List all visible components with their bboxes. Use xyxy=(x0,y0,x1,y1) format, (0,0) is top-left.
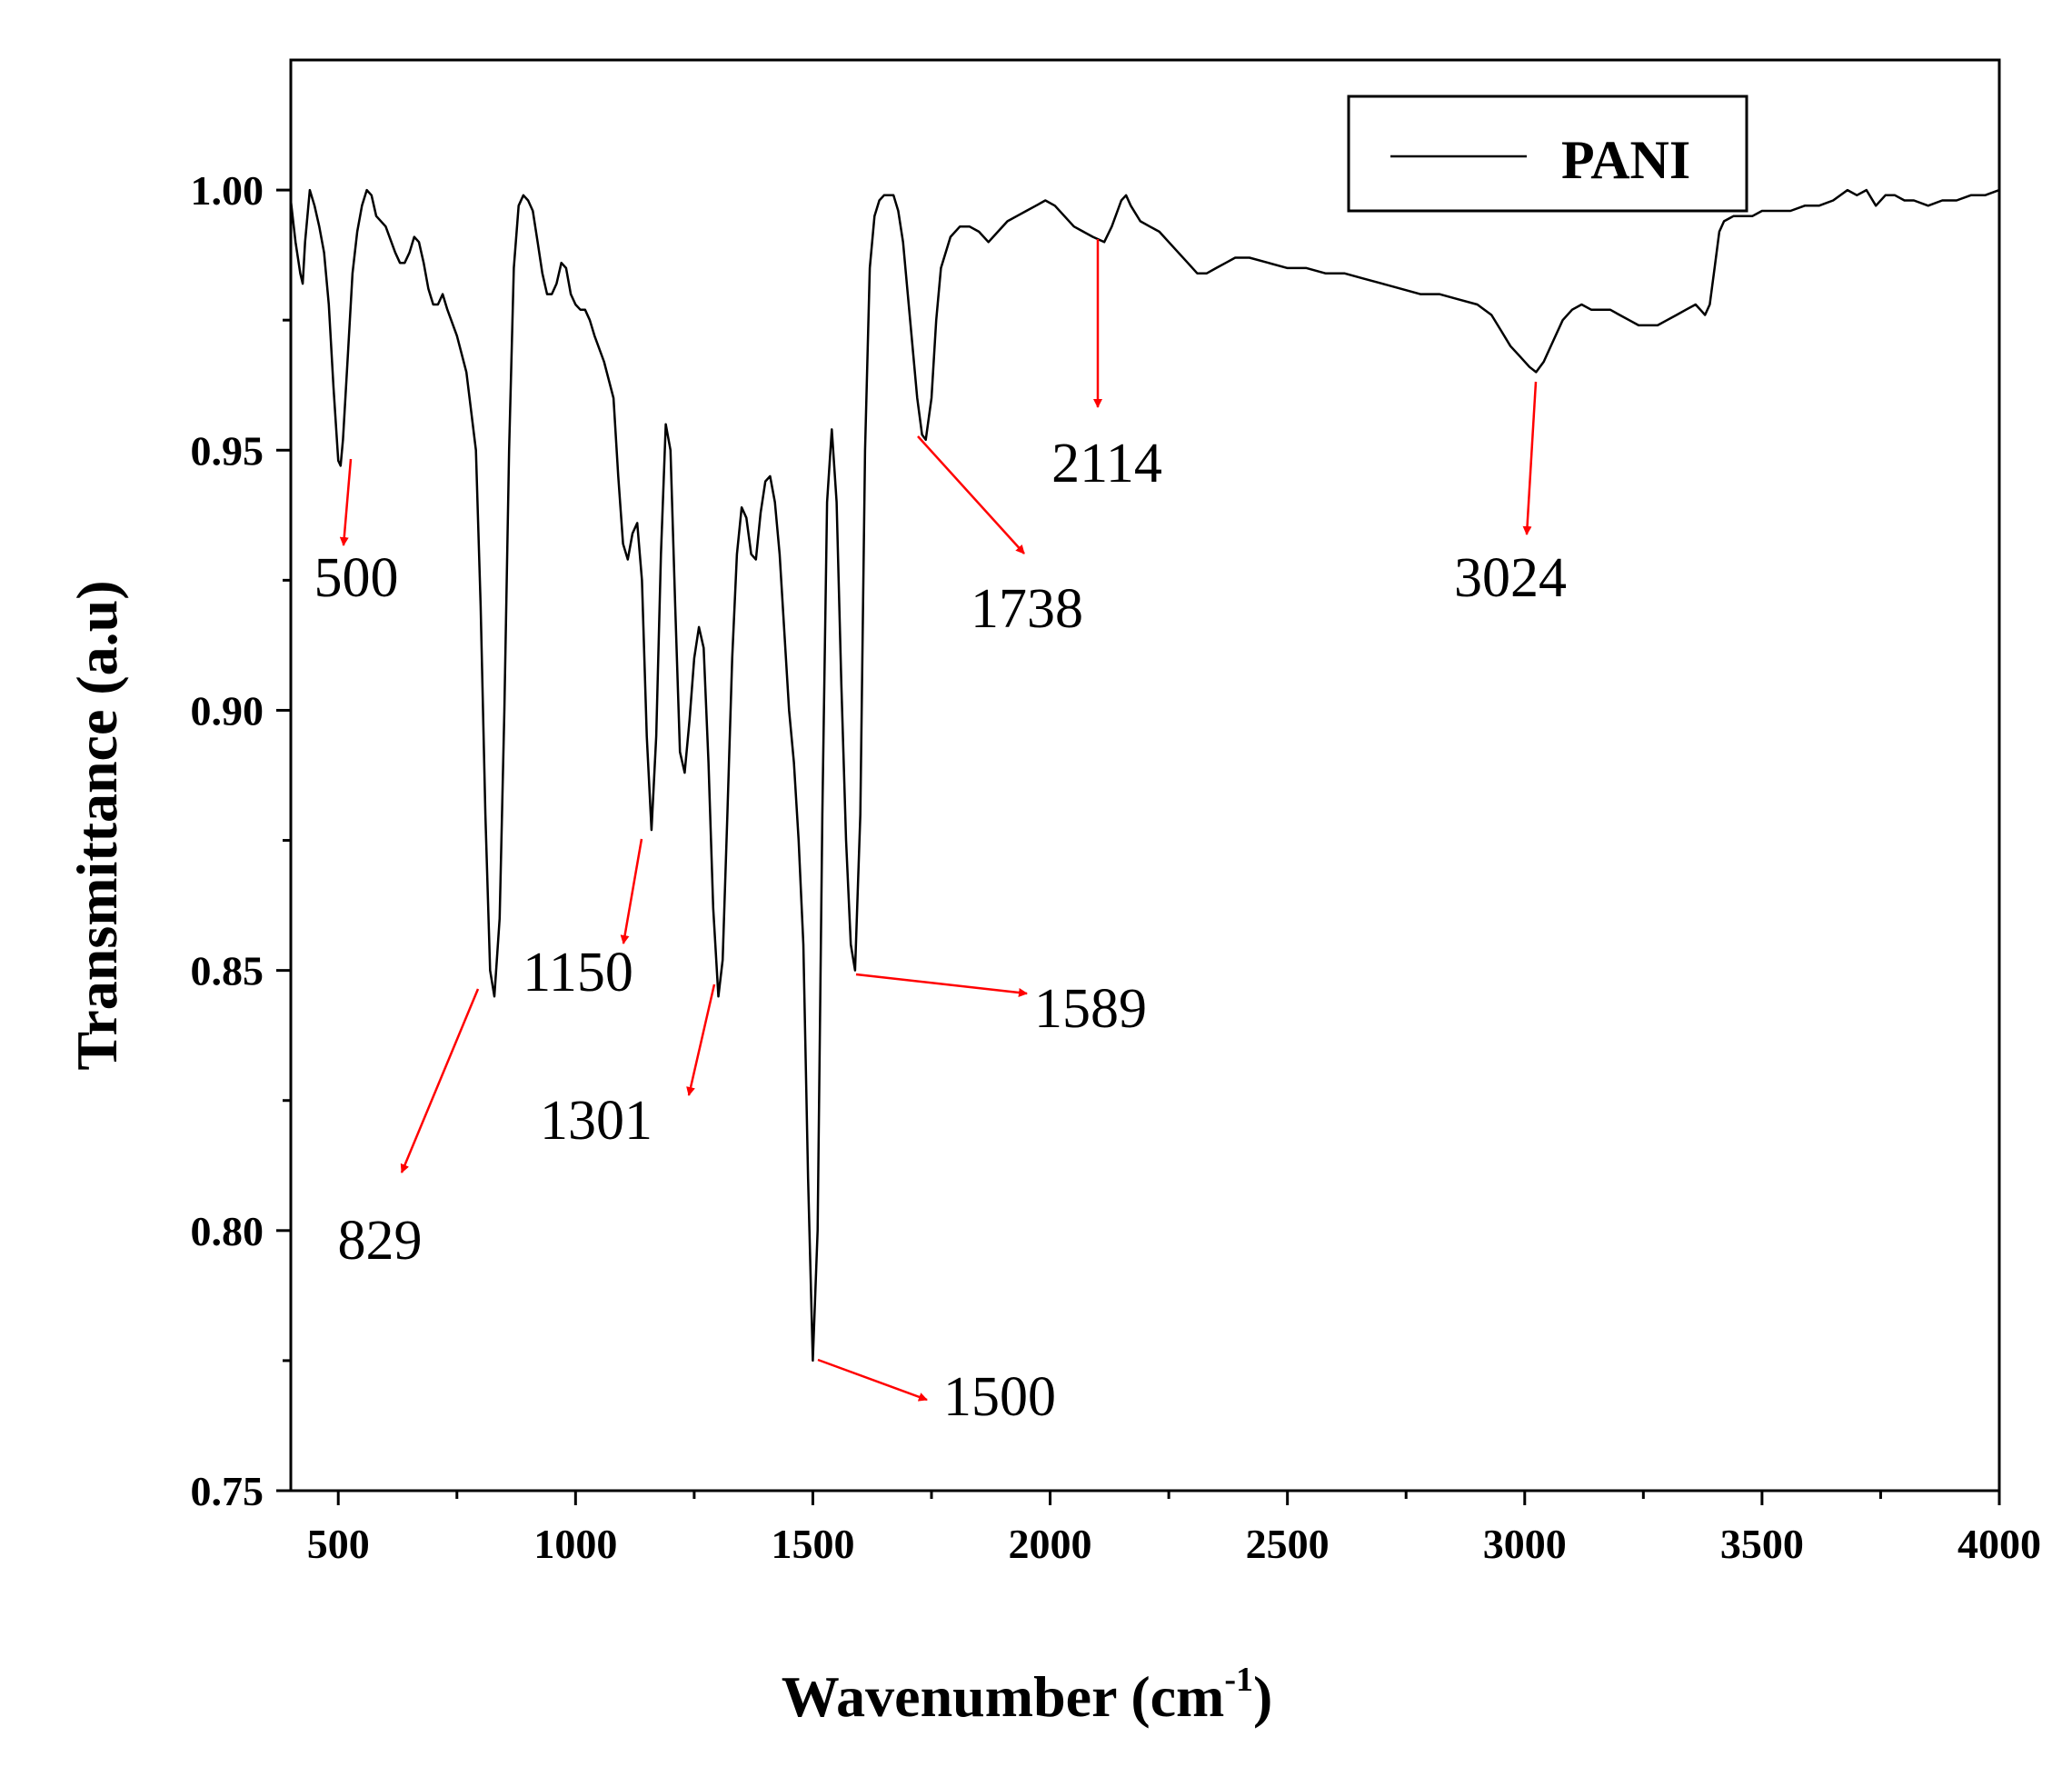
legend-box xyxy=(1347,95,1748,213)
peak-label: 1589 xyxy=(1034,978,1147,1040)
x-tick-label: 1500 xyxy=(771,1521,854,1567)
peak-label: 1150 xyxy=(523,942,633,1003)
x-tick-label: 2000 xyxy=(1009,1521,1092,1567)
peak-arrow xyxy=(1522,381,1538,535)
x-tick-label: 3500 xyxy=(1720,1521,1804,1567)
x-axis: 500 1000 1500 2000 2500 3000 3500 4000 xyxy=(307,1491,2041,1567)
y-tick-label: 0.85 xyxy=(191,948,264,994)
peak-label: 1301 xyxy=(540,1090,652,1152)
x-tick-label: 1000 xyxy=(533,1521,617,1567)
peak-arrow xyxy=(339,458,353,546)
legend: PANI xyxy=(1347,95,1748,213)
y-tick-label: 0.90 xyxy=(191,687,264,734)
x-tick-label: 3000 xyxy=(1483,1521,1567,1567)
plot-frame xyxy=(289,58,2001,1492)
x-axis-title: Wavenumber (cm-1) xyxy=(782,1661,1273,1729)
y-axis-title: Transmittance (a.u) xyxy=(65,580,129,1070)
peak-arrow xyxy=(400,988,480,1173)
peak-label: 1738 xyxy=(971,578,1083,640)
peak-arrow xyxy=(817,1358,928,1402)
y-axis: 0.75 0.80 0.85 0.90 0.95 1.00 xyxy=(191,167,291,1514)
peak-arrow xyxy=(686,983,716,1096)
x-tick-label: 4000 xyxy=(1957,1521,2041,1567)
x-tick-label: 500 xyxy=(307,1521,370,1567)
peak-annotations: 500 829 1150 1301 1500 1589 1738 2114 3024 xyxy=(314,239,1567,1428)
peak-arrow xyxy=(620,838,643,944)
peak-arrow xyxy=(855,973,1028,997)
y-tick-label: 0.80 xyxy=(191,1208,264,1254)
peak-label: 1500 xyxy=(943,1366,1056,1428)
y-tick-label: 0.75 xyxy=(191,1468,264,1514)
y-tick-label: 1.00 xyxy=(191,167,264,214)
legend-label: PANI xyxy=(1561,130,1690,190)
peak-label: 3024 xyxy=(1454,547,1567,609)
peak-arrow xyxy=(917,435,1025,554)
series-line-pani xyxy=(289,188,2000,1363)
y-tick-label: 0.95 xyxy=(191,427,264,474)
x-tick-label: 2500 xyxy=(1246,1521,1330,1567)
peak-label: 829 xyxy=(338,1210,423,1272)
peak-label: 2114 xyxy=(1051,433,1162,494)
peak-label: 500 xyxy=(314,547,399,609)
